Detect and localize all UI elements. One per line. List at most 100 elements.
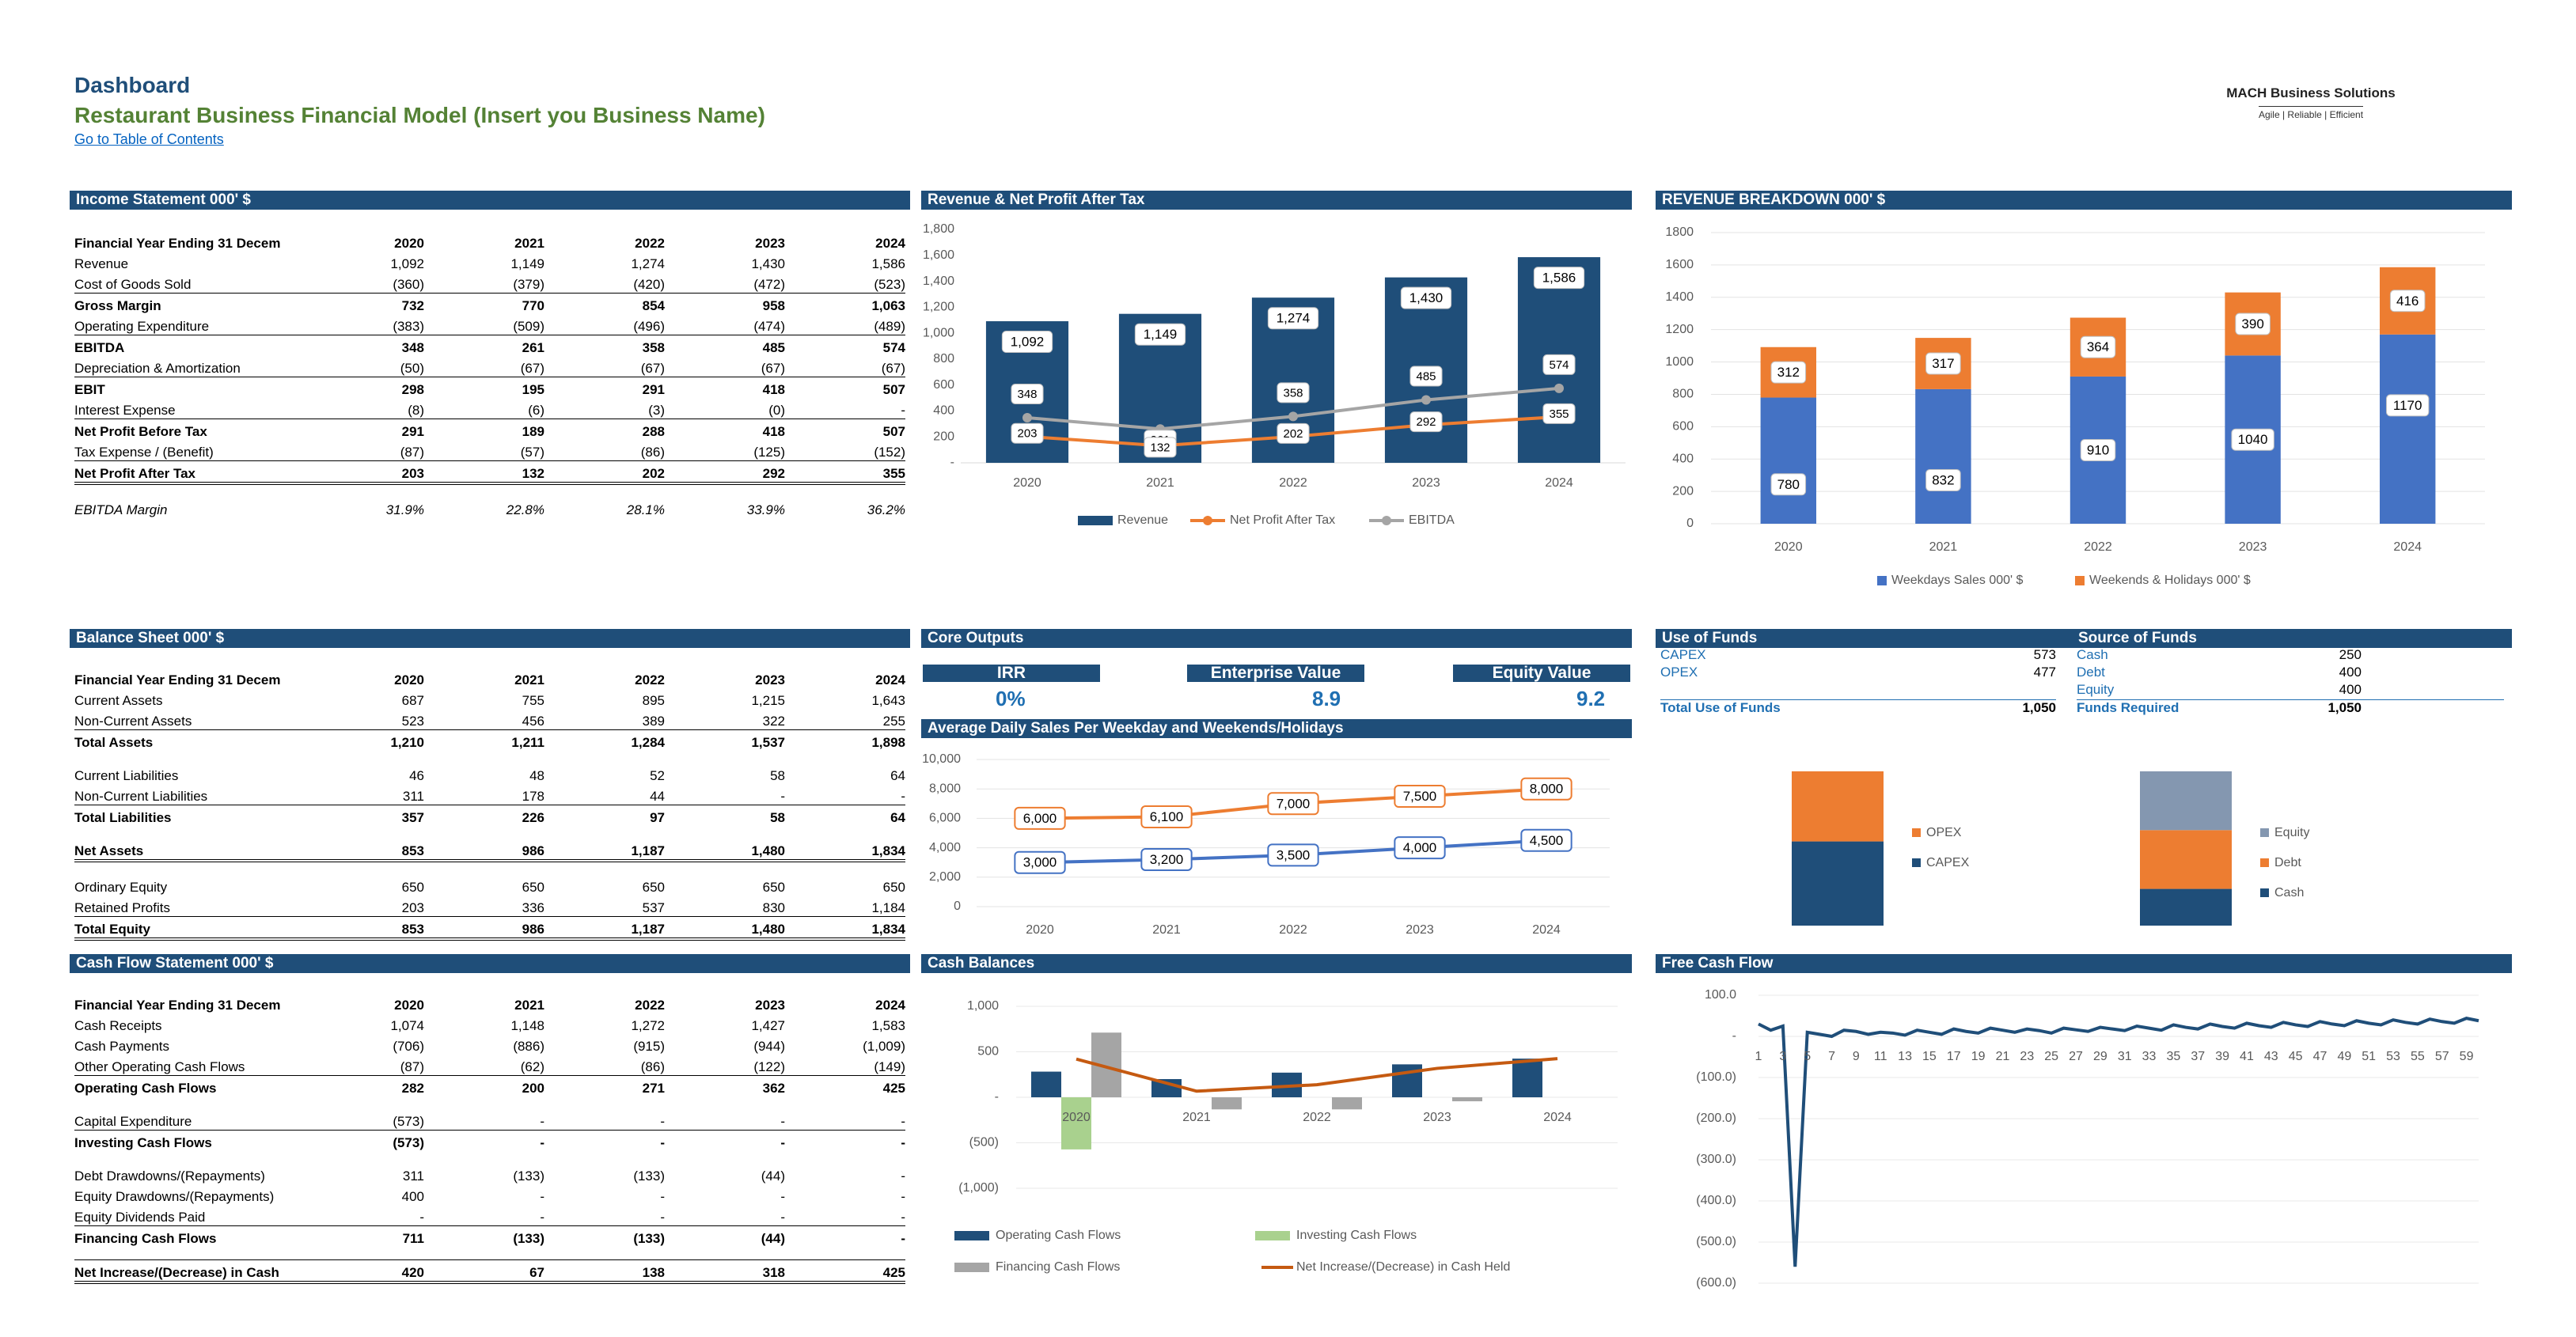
company-logo: MACH Business Solutions Agile | Reliable… xyxy=(2208,85,2414,122)
funds-segment xyxy=(2140,771,2232,831)
cash-legend-label: Operating Cash Flows xyxy=(996,1229,1121,1242)
row-label: Tax Expense / (Benefit) xyxy=(74,445,214,460)
daily-data-label: 6,000 xyxy=(1023,811,1057,826)
use-of-funds-header: Use of Funds xyxy=(1656,629,2072,648)
table-row: Retained Profits 203 336 537 830 1,184 xyxy=(74,896,905,917)
row-value: (87) xyxy=(400,1059,424,1074)
table-row: Operating Cash Flows 282 200 271 362 425 xyxy=(74,1075,905,1096)
x-tick-label: 43 xyxy=(2264,1050,2278,1063)
x-tick-label: 27 xyxy=(2069,1050,2083,1063)
row-value: (915) xyxy=(633,1039,665,1054)
row-value: 97 xyxy=(544,805,665,826)
logo-name: MACH Business Solutions xyxy=(2226,85,2396,100)
row-value: (67) xyxy=(520,361,544,376)
row-value: 52 xyxy=(650,768,665,783)
year-header: 2023 xyxy=(755,236,785,251)
row-value: (133) xyxy=(633,1168,665,1184)
row-value: - xyxy=(540,1210,544,1225)
fy-label: Financial Year Ending 31 Decem xyxy=(74,236,281,251)
weekend-data-label: 416 xyxy=(2396,294,2419,309)
x-tick-label: 41 xyxy=(2240,1050,2254,1063)
x-tick-label: 21 xyxy=(1996,1050,2010,1063)
row-value: 1,187 xyxy=(544,916,665,941)
row-value: 195 xyxy=(424,377,544,398)
cash-bar xyxy=(1332,1097,1362,1110)
revenue-data-label-box xyxy=(1001,331,1053,354)
daily-sales-header: Average Daily Sales Per Weekday and Week… xyxy=(921,719,1632,738)
row-value: 1,537 xyxy=(665,729,785,751)
fcf-line xyxy=(1758,1017,2479,1267)
row-value: 36.2% xyxy=(867,502,905,517)
year-header: 2023 xyxy=(755,672,785,687)
weekend-data-label: 317 xyxy=(1932,356,1954,371)
funds-legend-label: Debt xyxy=(2274,856,2301,869)
y-tick-label: (500) xyxy=(969,1136,999,1150)
cash-legend-label: Investing Cash Flows xyxy=(1296,1229,1417,1242)
source-funds-label: Debt xyxy=(2077,665,2105,680)
row-value: 58 xyxy=(770,768,785,783)
page-subtitle: Restaurant Business Financial Model (Ins… xyxy=(74,103,765,127)
x-tick-label: 2024 xyxy=(1545,476,1573,490)
row-value: 853 xyxy=(304,839,424,862)
x-tick-label: 2023 xyxy=(1412,476,1440,490)
row-value: (383) xyxy=(393,319,424,334)
table-row: Net Assets 853 986 1,187 1,480 1,834 xyxy=(74,839,905,862)
table-row: Non-Current Liabilities 311 178 44 - - xyxy=(74,784,905,805)
weekend-data-label-box xyxy=(2080,335,2116,358)
revenue-data-label: 1,092 xyxy=(1011,335,1045,350)
row-value: - xyxy=(780,1189,785,1204)
cash-balances-header: Cash Balances xyxy=(921,954,1632,973)
y-tick-label: 10,000 xyxy=(922,752,961,766)
row-value xyxy=(424,861,544,875)
weekday-bar xyxy=(1915,388,1971,524)
row-value: 523 xyxy=(401,714,424,729)
y-tick-label: 2,000 xyxy=(929,870,961,884)
table-row: Tax Expense / (Benefit) (87) (57) (86) (125)… xyxy=(74,440,905,461)
y-tick-label: 1800 xyxy=(1665,225,1694,239)
table-row: Net Increase/(Decrease) in Cash 420 67 138 3… xyxy=(74,1259,905,1284)
row-value: 288 xyxy=(544,419,665,440)
row-value: - xyxy=(901,1168,905,1184)
row-value: - xyxy=(785,1225,905,1247)
revenue-np-chart: - 200 400 600 800 1,000 1,200 1,400 1,600 1,800 20… xyxy=(923,222,1626,527)
x-tick-label: 59 xyxy=(2460,1050,2474,1063)
table-row xyxy=(74,861,905,875)
npat-data-label: 203 xyxy=(1017,427,1037,441)
weekday-data-label: 780 xyxy=(1777,477,1800,492)
y-tick-label: 100.0 xyxy=(1705,988,1736,1002)
cash-flow-header: Cash Flow Statement 000' $ xyxy=(70,954,910,973)
row-value: (44) xyxy=(761,1168,785,1184)
row-value: 271 xyxy=(544,1075,665,1096)
funds-segment xyxy=(1792,841,1884,926)
source-funds-label: Cash xyxy=(2077,647,2108,662)
y-tick-label: 1600 xyxy=(1665,258,1694,271)
row-value: 1,272 xyxy=(631,1018,665,1033)
table-row: Cash Receipts 1,074 1,148 1,272 1,427 1,583 xyxy=(74,1013,905,1034)
weekday-data-label: 1170 xyxy=(2393,398,2422,413)
x-tick-label: 3 xyxy=(1779,1050,1786,1063)
row-label: Net Profit After Tax xyxy=(74,460,304,485)
table-row: Total Assets 1,210 1,211 1,284 1,537 1,898 xyxy=(74,729,905,751)
year-header: 2024 xyxy=(875,672,905,687)
row-label: Non-Current Assets xyxy=(74,714,192,729)
row-value: 1,210 xyxy=(304,729,424,751)
toc-link[interactable]: Go to Table of Contents xyxy=(74,131,224,147)
row-value: 830 xyxy=(762,900,785,915)
x-tick-label: 53 xyxy=(2386,1050,2400,1063)
row-value: 178 xyxy=(522,789,544,804)
row-value: 1,480 xyxy=(665,916,785,941)
row-value: 1,184 xyxy=(871,900,905,915)
y-tick-label: (600.0) xyxy=(1696,1276,1736,1290)
table-row: Depreciation & Amortization (50) (67) (67) (… xyxy=(74,356,905,377)
daily-data-label: 3,500 xyxy=(1277,847,1311,862)
daily-data-label: 3,200 xyxy=(1150,852,1184,867)
row-value: 1,834 xyxy=(785,839,905,862)
weekend-data-label-box xyxy=(1770,361,1807,384)
ebitda-point xyxy=(1421,395,1431,405)
revenue-breakdown-header: REVENUE BREAKDOWN 000' $ xyxy=(1656,191,2512,210)
row-value: 1,187 xyxy=(544,839,665,862)
ebitda-data-label: 358 xyxy=(1283,386,1303,400)
row-label: Gross Margin xyxy=(74,293,304,314)
row-label: Total Liabilities xyxy=(74,805,304,826)
row-value: 650 xyxy=(762,880,785,895)
